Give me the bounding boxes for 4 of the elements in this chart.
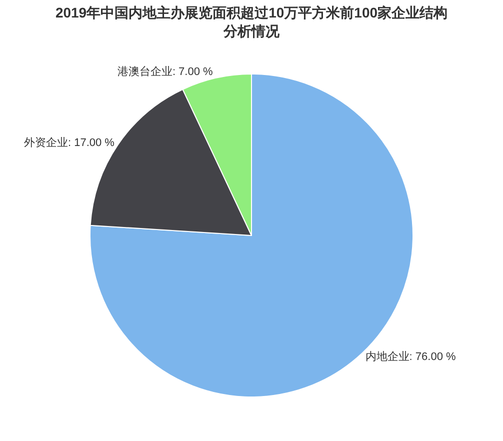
- slice-label: 内地企业: 76.00 %: [365, 350, 456, 364]
- chart-title: 2019年中国内地主办展览面积超过10万平方米前100家企业结构分析情况: [55, 4, 448, 39]
- slice-label: 港澳台企业: 7.00 %: [117, 65, 214, 78]
- slice-label: 外资企业: 17.00 %: [24, 136, 115, 150]
